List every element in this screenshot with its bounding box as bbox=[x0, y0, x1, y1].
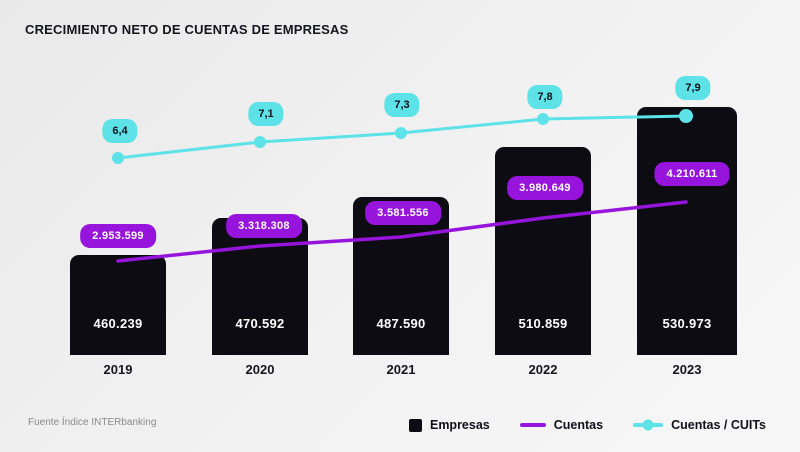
legend-item-cuentas: Cuentas bbox=[519, 418, 604, 432]
legend-label-empresas: Empresas bbox=[429, 418, 490, 432]
x-axis-label-2019: 2019 bbox=[103, 362, 133, 377]
legend: Empresas Cuentas Cuentas / CUITs bbox=[408, 418, 766, 432]
cuits-line bbox=[116, 114, 688, 160]
bar-value-label: 487.590 bbox=[376, 316, 426, 331]
cuits-badge-2019: 6,4 bbox=[102, 119, 138, 143]
cuits-badge-2023: 7,9 bbox=[675, 76, 711, 100]
x-axis-label-2022: 2022 bbox=[528, 362, 558, 377]
cuentas-badge-2023: 4.210.611 bbox=[654, 162, 730, 186]
bar-2019: 460.239 bbox=[70, 255, 166, 355]
cuits-badge-2021: 7,3 bbox=[384, 93, 420, 117]
cuentas-line-icon bbox=[519, 423, 546, 427]
legend-item-empresas: Empresas bbox=[408, 418, 490, 432]
cuentas-badge-2021: 3.581.556 bbox=[365, 201, 441, 225]
bar-value-label: 470.592 bbox=[235, 316, 285, 331]
cuentas-badge-2020: 3.318.308 bbox=[226, 214, 302, 238]
x-axis-label-2021: 2021 bbox=[386, 362, 416, 377]
cuits-dot-icon bbox=[642, 419, 654, 431]
cuits-badge-2022: 7,8 bbox=[527, 85, 563, 109]
bar-value-label: 510.859 bbox=[518, 316, 568, 331]
cuentas-badge-2019: 2.953.599 bbox=[80, 224, 156, 248]
cuits-point-2019 bbox=[112, 152, 124, 164]
x-axis-label-2020: 2020 bbox=[245, 362, 275, 377]
empresas-square-icon bbox=[408, 418, 422, 432]
legend-label-cuits: Cuentas / CUITs bbox=[671, 418, 766, 432]
bar-value-label: 530.973 bbox=[662, 316, 712, 331]
bar-2023: 530.973 bbox=[637, 107, 737, 355]
cuits-point-2021 bbox=[395, 127, 407, 139]
x-axis-label-2023: 2023 bbox=[672, 362, 702, 377]
chart-title: CRECIMIENTO NETO DE CUENTAS DE EMPRESAS bbox=[25, 22, 349, 37]
cuits-badge-2020: 7,1 bbox=[248, 102, 284, 126]
source-note: Fuente Índice INTERbanking bbox=[28, 417, 157, 428]
bar-value-label: 460.239 bbox=[93, 316, 143, 331]
cuits-point-2022 bbox=[537, 113, 549, 125]
bar-2020: 470.592 bbox=[212, 218, 308, 355]
legend-item-cuits: Cuentas / CUITs bbox=[633, 418, 766, 432]
cuits-point-2020 bbox=[254, 136, 266, 148]
legend-label-cuentas: Cuentas bbox=[553, 418, 604, 432]
cuentas-badge-2022: 3.980.649 bbox=[507, 176, 583, 200]
cuits-line-icon bbox=[633, 419, 664, 431]
